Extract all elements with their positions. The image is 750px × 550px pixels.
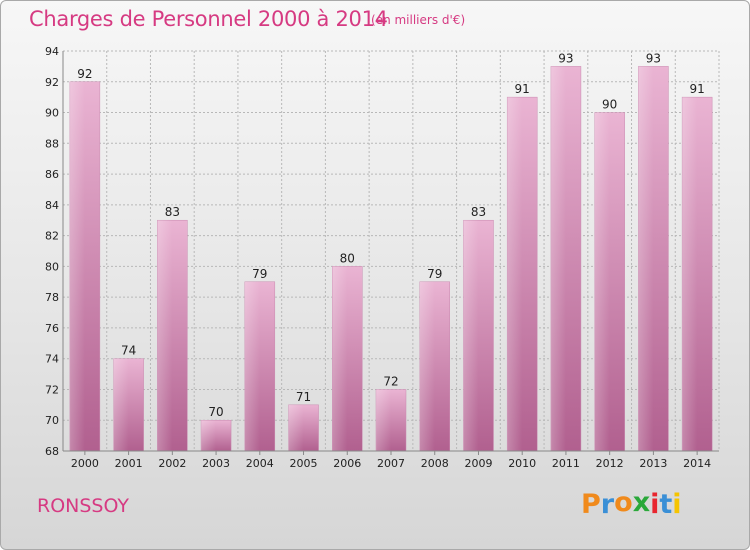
bar-highlight [463,220,479,451]
data-label: 91 [689,82,704,96]
bar-highlight [376,389,391,451]
y-tick-label: 84 [45,199,59,212]
y-tick-label: 90 [45,107,59,120]
proxiti-logo[interactable]: Proxiti [581,487,682,520]
x-tick-label: 2013 [639,457,667,470]
y-tick-label: 86 [45,168,59,181]
y-tick-label: 88 [45,137,59,150]
data-label: 74 [121,344,136,358]
y-tick-label: 76 [45,322,59,335]
y-tick-label: 72 [45,383,59,396]
x-tick-label: 2012 [596,457,624,470]
data-label: 80 [340,251,355,265]
x-tick-label: 2000 [71,457,99,470]
data-label: 91 [515,82,530,96]
y-tick-label: 82 [45,230,59,243]
x-tick-label: 2009 [464,457,492,470]
data-label: 83 [471,205,486,219]
x-tick-label: 2003 [202,457,230,470]
x-tick-label: 2007 [377,457,405,470]
logo-letter: i [672,489,682,520]
data-label: 93 [646,51,661,65]
data-label: 90 [602,98,617,112]
y-tick-label: 70 [45,414,59,427]
y-tick-label: 78 [45,291,59,304]
x-tick-label: 2008 [421,457,449,470]
bar-highlight [244,281,260,451]
x-tick-label: 2005 [290,457,318,470]
axis-layer: 68 70 72 74 76 78 80 82 84 86 88 90 92 94 2000 2001 2002… [45,45,719,470]
x-tick-label: 2014 [683,457,711,470]
bar-highlight [419,281,435,451]
chart-title: Charges de Personnel 2000 à 2014 [29,7,388,31]
bar-highlight [638,66,654,451]
x-tick-label: 2011 [552,457,580,470]
logo-letter: o [614,487,633,518]
y-tick-label: 68 [45,445,59,458]
bar-highlight [157,220,173,451]
y-tick-label: 94 [45,45,59,58]
commune-name: RONSSOY [37,495,130,517]
x-tick-label: 2010 [508,457,536,470]
y-tick-label: 74 [45,353,59,366]
y-tick-label: 80 [45,260,59,273]
logo-letter: r [600,489,615,520]
bar-highlight [201,420,217,451]
bar-highlight [69,81,85,452]
x-tick-label: 2002 [158,457,186,470]
x-tick-label: 2006 [333,457,361,470]
x-tick-label: 2001 [115,457,143,470]
labels-layer: 92 74 83 70 79 71 80 72 79 83 91 93 90 93 91 [77,51,705,419]
bars-layer [69,66,713,452]
data-label: 83 [165,205,180,219]
data-label: 79 [252,267,267,281]
logo-letter: P [581,489,601,520]
logo-letter: x [632,487,651,518]
bar-highlight [682,97,698,452]
bar-highlight [332,266,348,451]
logo-letter: t [659,489,673,520]
chart-subtitle: (en milliers d'€) [371,13,466,27]
data-label: 79 [427,267,442,281]
data-label: 71 [296,390,311,404]
y-tick-label: 92 [45,76,59,89]
data-label: 70 [208,405,223,419]
bar-highlight [288,404,304,451]
x-tick-label: 2004 [246,457,274,470]
data-label: 72 [383,374,398,388]
bar-highlight [507,97,523,452]
bar-highlight [594,112,610,452]
data-label: 93 [558,51,573,65]
bar-highlight [550,66,566,451]
data-label: 92 [77,67,92,81]
logo-letter: i [650,489,660,520]
bar-highlight [113,358,129,451]
